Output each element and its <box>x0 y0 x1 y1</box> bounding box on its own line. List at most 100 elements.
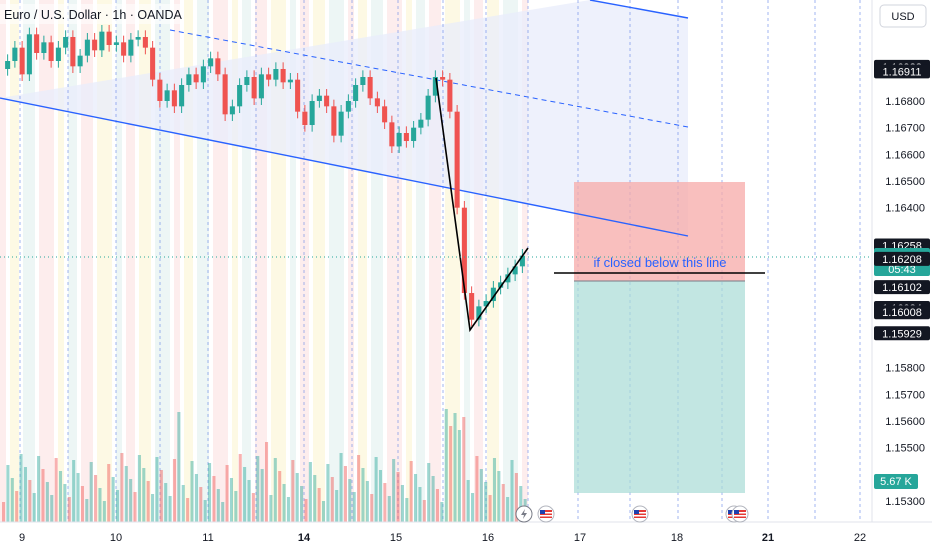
channel-mid-line-upper[interactable] <box>169 29 689 128</box>
candle-body <box>280 68 286 83</box>
price-tag-label: 1.16102 <box>882 282 922 294</box>
session-band <box>97 0 112 522</box>
take-profit-zone[interactable] <box>574 281 745 493</box>
session-band <box>184 0 193 522</box>
volume-bar <box>435 489 440 522</box>
volume-bar <box>475 456 479 522</box>
symbol-title: Euro / U.S. Dollar · 1h · OANDA <box>4 8 182 22</box>
price-tick-label: 1.15700 <box>885 389 925 401</box>
descending-channel-fill <box>0 0 688 236</box>
volume-bar <box>514 473 518 522</box>
volume-bar <box>247 480 251 522</box>
candle-body <box>345 101 351 112</box>
candle-body <box>324 95 330 107</box>
candle-body <box>505 274 511 283</box>
session-band <box>300 0 309 522</box>
currency-label: USD <box>891 11 914 23</box>
candle-body <box>26 34 32 75</box>
volume-bar <box>94 475 98 522</box>
session-band <box>68 0 77 522</box>
time-tick-label: 10 <box>110 532 122 544</box>
time-axis[interactable] <box>0 522 932 550</box>
candle-body <box>490 287 496 302</box>
session-band <box>81 0 93 522</box>
price-ticks: 1.16800 1.16700 1.16600 1.16500 1.16400 1.158… <box>885 96 925 508</box>
volume-bar <box>172 459 177 522</box>
candle-body <box>5 60 11 69</box>
channel-upper-line[interactable] <box>589 0 689 19</box>
lightning-icon[interactable] <box>515 505 533 523</box>
session-band <box>242 0 251 522</box>
volume-bar <box>190 461 194 522</box>
volume-bar <box>133 492 137 522</box>
candle-body <box>454 111 460 208</box>
volume-bar <box>422 500 426 522</box>
candle-body <box>128 39 134 56</box>
volume-bar <box>37 456 41 522</box>
us-flag-icon[interactable] <box>631 505 649 523</box>
candle-body <box>142 36 148 48</box>
session-band <box>474 0 483 522</box>
volume-bar <box>326 464 330 522</box>
volume-bar <box>387 496 391 522</box>
candle-body <box>440 76 446 80</box>
volume-bar <box>2 502 6 522</box>
volume-bar <box>229 478 234 522</box>
us-flag-icon[interactable] <box>731 505 749 523</box>
candle-body <box>41 42 47 53</box>
candle-body <box>19 47 25 75</box>
price-tick-label: 1.15300 <box>885 496 925 508</box>
session-band <box>174 0 180 522</box>
volume-bar <box>10 478 14 522</box>
volume-bar <box>58 471 63 522</box>
volume-bar <box>243 467 247 522</box>
volume-bar <box>142 468 146 522</box>
candle-body <box>186 74 192 85</box>
time-tick-label: 21 <box>762 532 774 544</box>
volume-bar <box>361 468 365 522</box>
price-tag-label: 1.16911 <box>883 66 922 78</box>
volume-bar <box>50 495 54 522</box>
volume-bar <box>269 495 273 522</box>
candle-body <box>425 95 431 120</box>
stop-loss-zone[interactable] <box>574 182 745 281</box>
session-band <box>39 0 54 522</box>
volume-bar <box>177 412 181 522</box>
volume-bar <box>440 502 444 522</box>
volume-bar <box>339 453 343 522</box>
candle-body <box>34 34 40 53</box>
volume-bar <box>265 442 269 522</box>
volume-value: 5.67 K <box>880 476 912 488</box>
channel-lower-line[interactable] <box>0 97 689 237</box>
candle-body <box>432 76 438 96</box>
volume-bar <box>85 499 89 522</box>
volume-bar <box>370 494 374 522</box>
candle-body <box>461 207 467 294</box>
volume-bar <box>186 498 190 522</box>
volume-bar <box>519 486 523 522</box>
volume-bar <box>19 454 23 522</box>
volume-bar <box>6 465 10 522</box>
price-tag <box>874 326 930 341</box>
price-tag <box>874 251 930 266</box>
candle-body <box>179 84 185 107</box>
volume-bar <box>199 487 203 522</box>
countdown-value: 05:43 <box>888 264 916 276</box>
volume-bar <box>159 470 163 522</box>
candle-body <box>106 31 112 45</box>
volume-bar <box>427 463 431 522</box>
volume-bar <box>453 413 457 522</box>
currency-button[interactable]: USD <box>879 4 927 28</box>
us-flag-icon[interactable] <box>537 505 555 523</box>
volume-bar <box>111 477 115 522</box>
candle-body <box>316 95 322 101</box>
volume-bar <box>409 461 413 522</box>
volume-bar <box>418 487 422 522</box>
time-tick-label: 22 <box>854 532 866 544</box>
volume-bar <box>98 488 102 522</box>
candle-body <box>353 84 359 101</box>
breakdown-annotation[interactable]: if closed below this line <box>594 255 727 270</box>
volume-bar <box>54 458 58 522</box>
drawn-impulse-line[interactable] <box>435 77 529 333</box>
